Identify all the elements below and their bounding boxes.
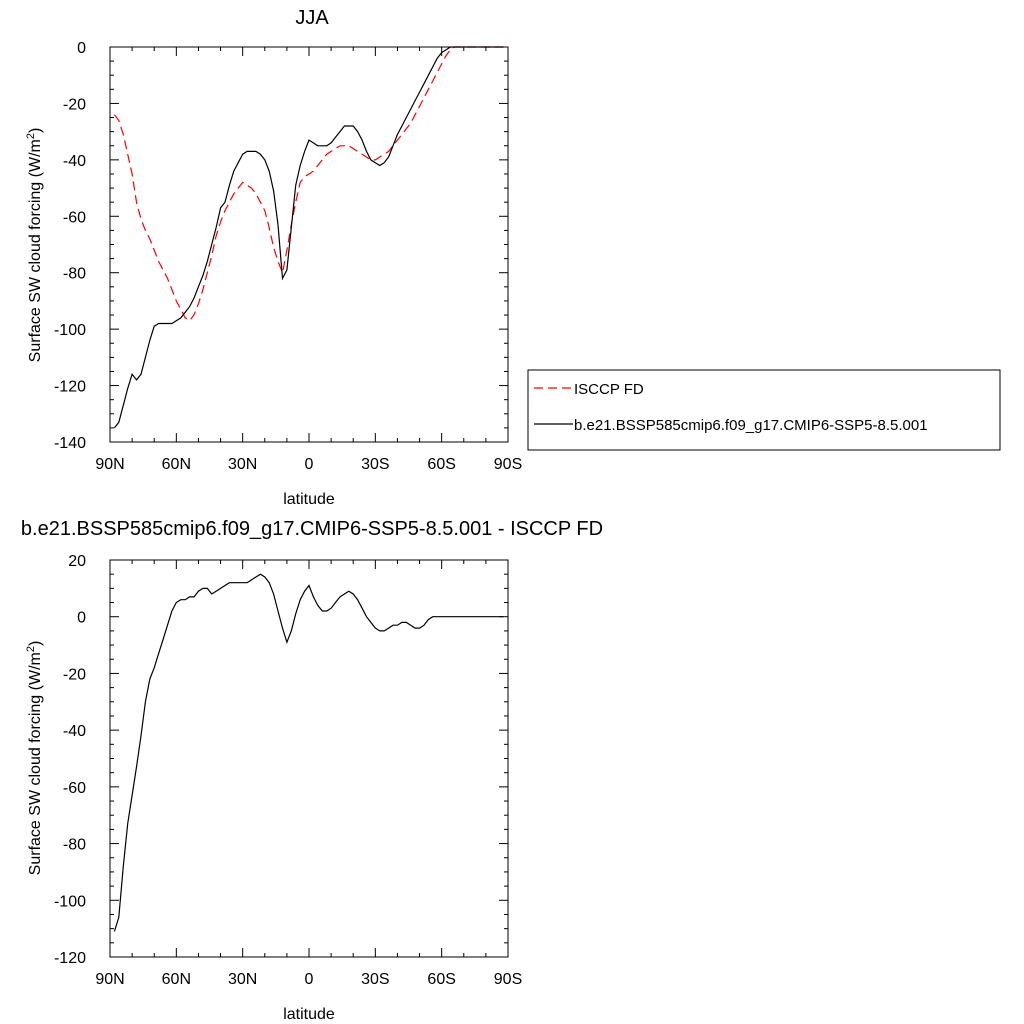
panel1-x-tick-labels: 90N 60N 30N 0 30S 60S 90S	[95, 456, 522, 473]
panel1-y-axis-label: Surface SW cloud forcing (W/m2)	[25, 128, 44, 363]
panel1-y-tick-labels: 0 -20 -40 -60 -80 -100 -120 -140	[54, 40, 86, 452]
y-tick-label: 20	[68, 553, 86, 570]
series-line-0	[113, 46, 504, 322]
panel2-ticks	[109, 559, 509, 958]
legend-box	[527, 369, 1001, 451]
x-tick-label: 90S	[494, 456, 522, 473]
x-tick-label: 60S	[427, 971, 455, 988]
panel1-plot-frame	[109, 46, 509, 443]
y-tick-label: -100	[54, 322, 86, 339]
y-tick-label: 0	[77, 610, 86, 627]
y-tick-label: -140	[54, 435, 86, 452]
legend: ISCCP FD b.e21.BSSP585cmip6.f09_g17.CMIP…	[527, 369, 1001, 451]
x-tick-label: 0	[305, 456, 314, 473]
x-tick-label: 90N	[95, 971, 124, 988]
x-tick-label: 0	[305, 971, 314, 988]
x-tick-label: 90N	[95, 456, 124, 473]
panel2-x-axis-label: latitude	[283, 1006, 335, 1023]
legend-label-model: b.e21.BSSP585cmip6.f09_g17.CMIP6-SSP5-8.…	[574, 417, 928, 434]
y-tick-label: -120	[54, 379, 86, 396]
x-tick-label: 60S	[427, 456, 455, 473]
y-tick-label: 0	[77, 40, 86, 57]
y-tick-label: -60	[63, 209, 86, 226]
x-tick-label: 60N	[162, 971, 191, 988]
y-tick-label: -100	[54, 893, 86, 910]
panel1-x-axis-label: latitude	[283, 491, 335, 508]
legend-label-isccp-fd: ISCCP FD	[574, 381, 644, 398]
panel-jja: JJA 90N 60N 30N 0 30S 60S 90S 0 -20 -40 -60 -80 -10…	[25, 7, 1001, 508]
x-tick-label: 30N	[228, 456, 257, 473]
x-tick-label: 30N	[228, 971, 257, 988]
panel1-title: JJA	[295, 7, 329, 29]
panel2-y-axis-label: Surface SW cloud forcing (W/m2)	[25, 641, 44, 876]
x-tick-label: 30S	[361, 456, 389, 473]
y-tick-label: -20	[63, 666, 86, 683]
y-tick-label: -40	[63, 153, 86, 170]
panel2-title: b.e21.BSSP585cmip6.f09_g17.CMIP6-SSP5-8.…	[21, 518, 603, 540]
y-tick-label: -80	[63, 837, 86, 854]
y-tick-label: -120	[54, 950, 86, 967]
y-tick-label: -40	[63, 723, 86, 740]
panel2-x-tick-labels: 90N 60N 30N 0 30S 60S 90S	[95, 971, 522, 988]
panel2-y-tick-labels: 20 0 -20 -40 -60 -80 -100 -120	[54, 553, 86, 967]
y-tick-label: -20	[63, 96, 86, 113]
x-tick-label: 90S	[494, 971, 522, 988]
panel2-series	[113, 573, 504, 932]
x-tick-label: 30S	[361, 971, 389, 988]
y-tick-label: -60	[63, 780, 86, 797]
panel-difference: b.e21.BSSP585cmip6.f09_g17.CMIP6-SSP5-8.…	[21, 518, 603, 1023]
panel1-ticks	[109, 46, 509, 443]
series-line-1	[113, 46, 504, 429]
panel1-series	[113, 46, 504, 429]
series-line-0	[113, 573, 504, 932]
y-tick-label: -80	[63, 266, 86, 283]
x-tick-label: 60N	[162, 456, 191, 473]
